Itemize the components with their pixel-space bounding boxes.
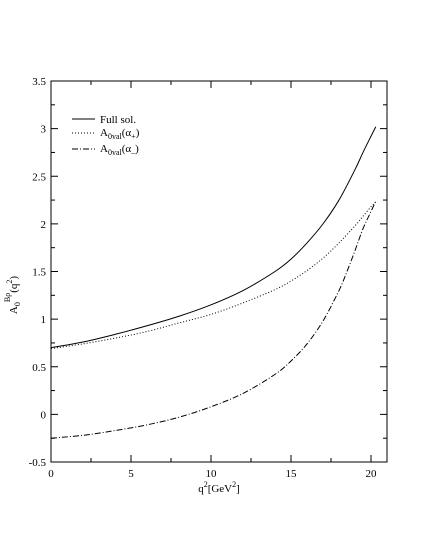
x-tick-label: 10 <box>206 468 218 480</box>
y-tick-label: 1 <box>41 314 47 326</box>
tick-labels: 0 5 10 15 20-0.500.511.522.533.5 <box>29 76 377 480</box>
x-tick-label: 5 <box>128 468 134 480</box>
legend-label-full-sol: Full sol. <box>100 114 136 126</box>
legend-label-alpha-minus: A0val(α–) <box>100 143 139 157</box>
y-tick-label: 0 <box>41 409 47 421</box>
x-tick-label: 0 <box>48 468 54 480</box>
y-tick-label: 1.5 <box>32 267 46 279</box>
y-tick-label: 2.5 <box>32 171 46 183</box>
legend: Full sol. A0val(α+) A0val(α–) <box>72 114 140 157</box>
legend-label-alpha-plus: A0val(α+) <box>100 127 140 141</box>
series-line-full-sol <box>50 126 377 349</box>
y-tick-label: 0.5 <box>32 362 46 374</box>
y-tick-label: 3.5 <box>32 76 46 88</box>
series-line-alpha-minus <box>50 200 377 439</box>
series-lines <box>50 126 377 439</box>
y-axis-label: A0Bρ(q2) <box>3 276 22 314</box>
y-tick-label: -0.5 <box>29 457 47 469</box>
y-tick-label: 3 <box>41 124 47 136</box>
x-axis-label: q2[GeV2] <box>198 480 240 495</box>
y-tick-label: 2 <box>41 219 47 231</box>
x-tick-label: 20 <box>366 468 378 480</box>
series-line-alpha-plus <box>50 201 377 350</box>
x-tick-label: 15 <box>286 468 298 480</box>
